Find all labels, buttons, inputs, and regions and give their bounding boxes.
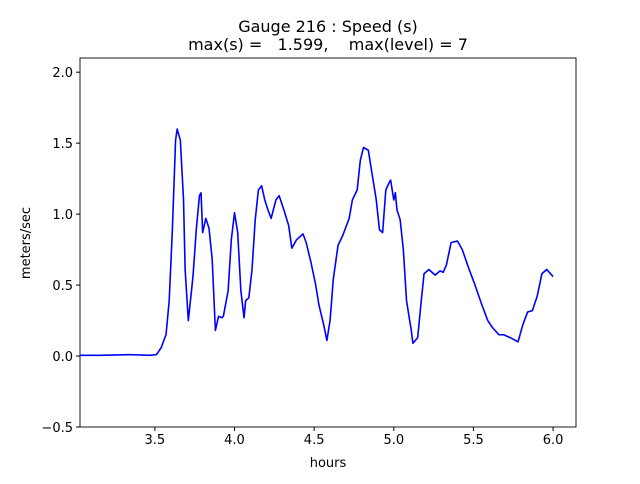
y-tick-label: −0.5 [41,421,73,436]
y-axis-label: meters/sec [19,207,34,279]
x-tick-label: 4.5 [304,433,325,448]
x-tick-label: 4.0 [224,433,245,448]
plot-frame [79,57,577,428]
y-tick-label: 2.0 [52,66,73,81]
data-line [80,128,554,357]
y-tick-label: 0.0 [52,350,73,365]
y-tick-label: 0.5 [52,279,73,294]
chart-subtitle: max(s) = 1.599, max(level) = 7 [188,35,468,54]
y-tick-label: 1.0 [52,208,73,223]
chart-title: Gauge 216 : Speed (s) [238,17,418,36]
x-tick-label: 5.0 [383,433,404,448]
x-tick-label: 3.5 [145,433,166,448]
y-tick-label: 1.5 [52,137,73,152]
x-axis-label: hours [310,456,347,471]
x-tick-label: 6.0 [543,433,564,448]
x-tick-label: 5.5 [463,433,484,448]
